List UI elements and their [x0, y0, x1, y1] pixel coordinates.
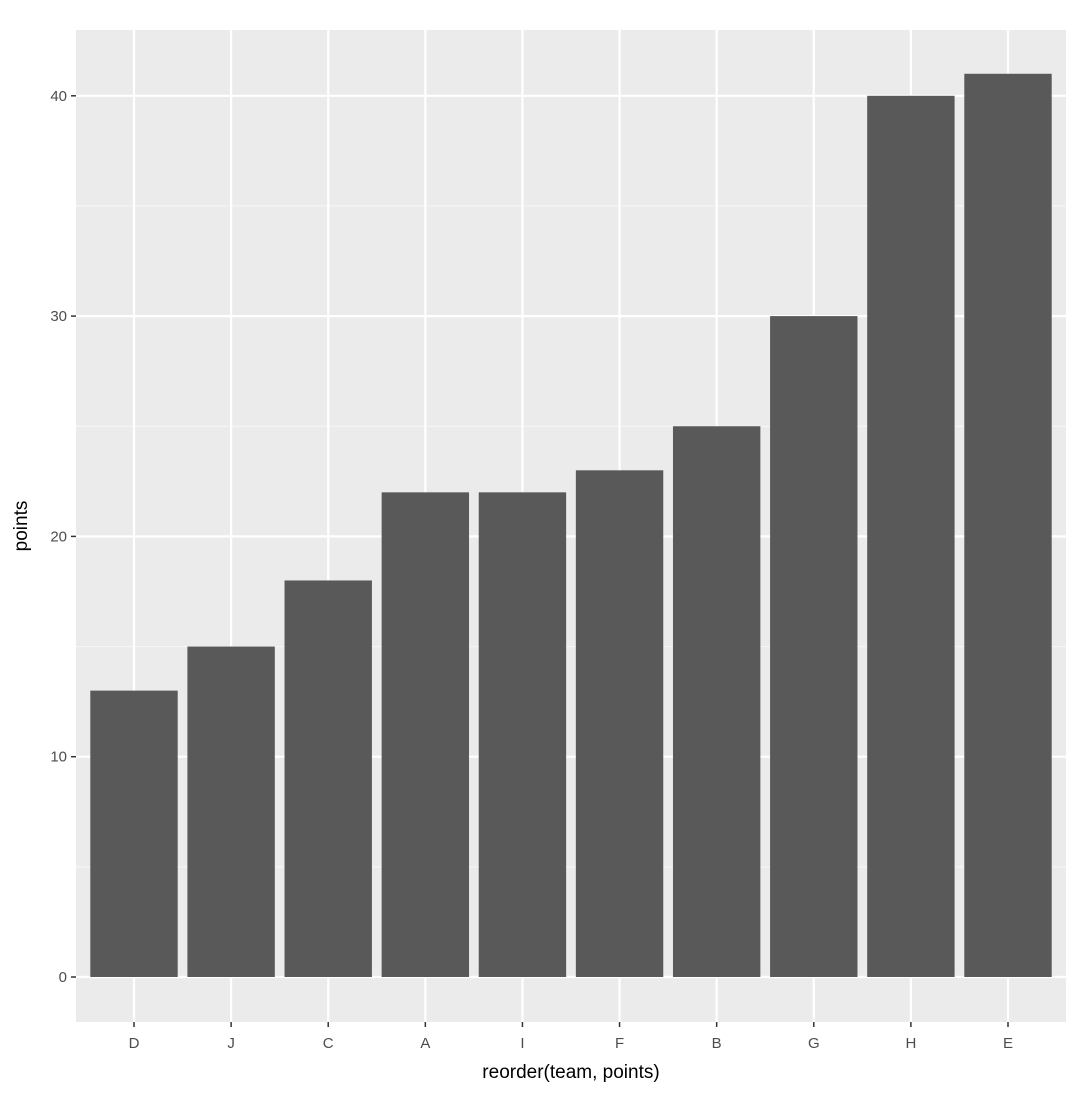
bar-F: [575, 470, 664, 977]
x-tick-label: A: [420, 1035, 430, 1052]
bar-H: [867, 95, 955, 978]
x-axis-title: reorder(team, points): [482, 1062, 659, 1083]
x-tick-label: G: [808, 1035, 820, 1052]
bar-E: [964, 73, 1052, 977]
x-tick-label: C: [323, 1035, 334, 1052]
bar-J: [187, 646, 275, 977]
bar-C: [284, 580, 372, 977]
y-axis-title: points: [11, 501, 32, 552]
bar-A: [381, 492, 470, 977]
x-tick-label: E: [1003, 1035, 1013, 1052]
y-tick-label: 20: [50, 528, 67, 545]
bar-I: [478, 492, 567, 977]
bar-B: [672, 426, 761, 977]
bar-G: [770, 316, 858, 978]
x-tick-label: I: [520, 1035, 524, 1052]
bars: [90, 73, 1052, 978]
y-tick-label: 30: [50, 308, 67, 325]
x-tick-label: F: [615, 1035, 624, 1052]
y-tick-label: 40: [50, 88, 67, 105]
y-tick-label: 0: [59, 969, 67, 986]
bar-D: [90, 690, 178, 977]
x-tick-label: B: [712, 1035, 722, 1052]
x-tick-label: H: [905, 1035, 916, 1052]
x-tick-label: D: [129, 1035, 140, 1052]
y-tick-label: 10: [50, 749, 67, 766]
x-tick-label: J: [227, 1035, 235, 1052]
y-axis: 0 10 20 30 40: [50, 88, 76, 986]
